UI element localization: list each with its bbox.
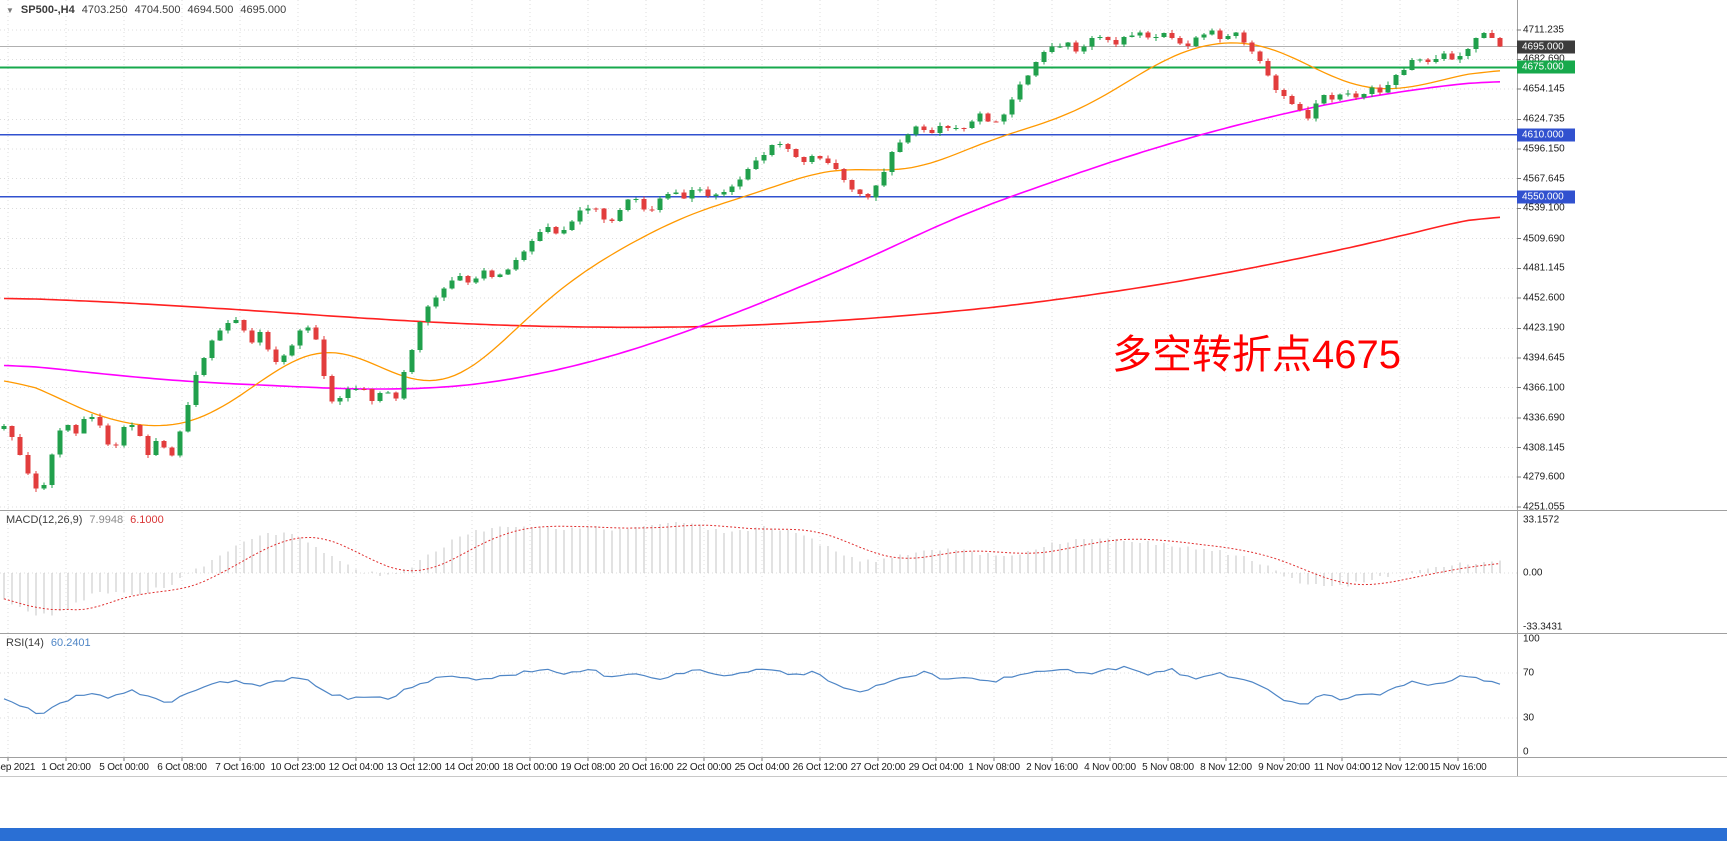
macd-name: MACD(12,26,9) [6, 514, 83, 526]
ohlc-low: 4694.500 [187, 4, 234, 16]
price-axis-label: 4481.145 [1523, 262, 1565, 274]
time-axis-label: 5 Oct 00:00 [99, 762, 149, 773]
time-axis-label: 22 Oct 00:00 [676, 762, 732, 773]
time-axis-label: 11 Nov 04:00 [1313, 762, 1371, 773]
time-axis-label: 26 Oct 12:00 [792, 762, 848, 773]
level-4675-tag: 4675.000 [1517, 60, 1575, 74]
macd-axis-label: -33.3431 [1523, 621, 1563, 633]
time-axis[interactable]: 30 Sep 2021 1 Oct 20:00 5 Oct 00:00 6 Oct 0… [0, 762, 1517, 776]
price-axis[interactable]: 4711.235 4682.690 4654.145 4624.735 4596.150… [1517, 0, 1727, 760]
time-axis-label: 12 Oct 04:00 [328, 762, 384, 773]
macd-axis-label: 33.1572 [1523, 514, 1560, 526]
level-4550-tag: 4550.000 [1517, 190, 1575, 204]
time-axis-label: 25 Oct 04:00 [734, 762, 790, 773]
price-axis-label: 4394.645 [1523, 352, 1565, 364]
price-axis-label: 4539.100 [1523, 202, 1565, 214]
time-axis-label: 1 Nov 08:00 [968, 762, 1020, 773]
taskbar-strip [0, 828, 1727, 841]
time-axis-label: 13 Oct 12:00 [386, 762, 442, 773]
rsi-axis-label: 70 [1523, 667, 1535, 679]
price-axis-label: 4682.690 [1523, 53, 1565, 65]
collapse-icon[interactable]: ▼ [6, 5, 14, 15]
time-axis-label: 8 Nov 12:00 [1200, 762, 1252, 773]
time-axis-label: 18 Oct 00:00 [502, 762, 558, 773]
price-axis-label: 4423.190 [1523, 322, 1565, 334]
price-axis-label: 4336.690 [1523, 412, 1565, 424]
price-axis-label: 4366.100 [1523, 382, 1565, 394]
time-axis-label: 12 Nov 12:00 [1371, 762, 1429, 773]
rsi-indicator-label: RSI(14) 60.2401 [6, 637, 91, 649]
macd-signal-value: 6.1000 [130, 514, 164, 526]
macd-main-value: 7.9948 [89, 514, 124, 526]
time-axis-label: 7 Oct 16:00 [215, 762, 265, 773]
price-axis-label: 4567.645 [1523, 173, 1565, 185]
level-4610-tag: 4610.000 [1517, 128, 1575, 142]
current-price-tag: 4695.000 [1517, 40, 1575, 54]
time-axis-label: 5 Nov 08:00 [1142, 762, 1194, 773]
symbol-info-bar: ▼ SP500-,H4 4703.250 4704.500 4694.500 4… [6, 4, 286, 16]
time-axis-label: 1 Oct 20:00 [41, 762, 91, 773]
price-axis-label: 4279.600 [1523, 471, 1565, 483]
price-axis-label: 4452.600 [1523, 292, 1565, 304]
rsi-name: RSI(14) [6, 637, 44, 649]
ohlc-high: 4704.500 [134, 4, 181, 16]
time-axis-label: 2 Nov 16:00 [1026, 762, 1078, 773]
time-axis-label: 14 Oct 20:00 [444, 762, 500, 773]
time-axis-label: 4 Nov 00:00 [1084, 762, 1136, 773]
annotation-text[interactable]: 多空转折点4675 [1112, 333, 1401, 377]
time-axis-label: 10 Oct 23:00 [270, 762, 326, 773]
time-axis-label: 27 Oct 20:00 [850, 762, 906, 773]
time-axis-label: 30 Sep 2021 [0, 762, 36, 773]
price-axis-label: 4596.150 [1523, 143, 1565, 155]
rsi-current-value: 60.2401 [50, 637, 91, 649]
rsi-axis-label: 30 [1523, 712, 1535, 724]
price-axis-label: 4251.055 [1523, 501, 1565, 513]
rsi-axis-label: 100 [1523, 633, 1540, 645]
time-axis-label: 29 Oct 04:00 [908, 762, 964, 773]
time-axis-label: 19 Oct 08:00 [560, 762, 616, 773]
time-axis-label: 20 Oct 16:00 [618, 762, 674, 773]
price-axis-label: 4308.145 [1523, 442, 1565, 454]
price-axis-label: 4654.145 [1523, 83, 1565, 95]
rsi-axis-label: 0 [1523, 746, 1529, 758]
ohlc-open: 4703.250 [81, 4, 128, 16]
price-axis-label: 4624.735 [1523, 113, 1565, 125]
time-axis-label: 15 Nov 16:00 [1429, 762, 1487, 773]
macd-axis-label: 0.00 [1523, 567, 1543, 579]
symbol-label: SP500-,H4 [20, 4, 75, 16]
time-axis-label: 9 Nov 20:00 [1258, 762, 1310, 773]
price-axis-label: 4711.235 [1523, 24, 1564, 36]
ohlc-close: 4695.000 [240, 4, 287, 16]
price-axis-label: 4509.690 [1523, 233, 1565, 245]
macd-indicator-label: MACD(12,26,9) 7.9948 6.1000 [6, 514, 164, 526]
time-axis-label: 6 Oct 08:00 [157, 762, 207, 773]
